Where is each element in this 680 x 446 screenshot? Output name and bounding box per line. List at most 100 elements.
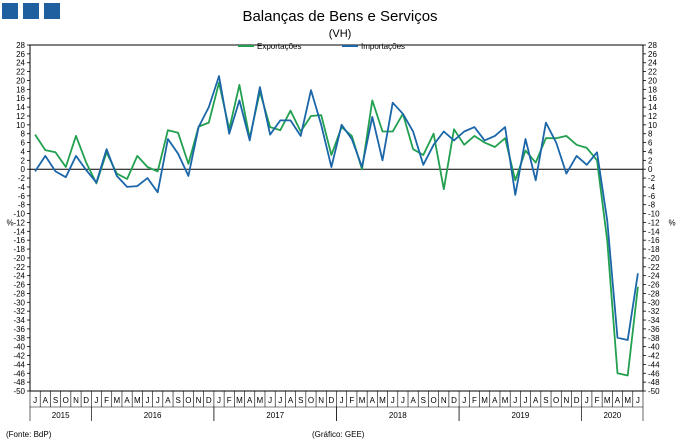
y-tick-label-left: -48	[13, 378, 25, 387]
y-tick-label-left: -28	[13, 289, 25, 298]
y-tick-label-right: -14	[648, 227, 660, 236]
x-month-label: D	[329, 396, 335, 405]
x-month-label: S	[175, 396, 180, 405]
x-month-label: J	[391, 396, 395, 405]
x-month-label: A	[615, 396, 621, 405]
y-tick-label-right: 0	[648, 165, 653, 174]
x-month-label: M	[604, 396, 611, 405]
x-month-label: M	[114, 396, 121, 405]
x-month-label: S	[543, 396, 548, 405]
y-tick-label-right: -40	[648, 343, 660, 352]
x-month-label: J	[33, 396, 37, 405]
y-tick-label-left: 0	[21, 165, 26, 174]
x-month-label: A	[247, 396, 253, 405]
y-tick-label-left: -20	[13, 254, 25, 263]
y-tick-label-left: 16	[16, 94, 25, 103]
x-month-label: F	[472, 396, 477, 405]
y-tick-label-right: -32	[648, 307, 660, 316]
x-month-label: A	[410, 396, 416, 405]
x-month-label: J	[268, 396, 272, 405]
y-tick-label-right: -10	[648, 210, 660, 219]
x-month-label: A	[124, 396, 130, 405]
y-tick-label-left: -42	[13, 352, 25, 361]
x-month-label: J	[340, 396, 344, 405]
x-month-label: J	[462, 396, 466, 405]
x-month-label: M	[624, 396, 631, 405]
chart-title: Balanças de Bens e Serviços	[242, 8, 438, 25]
y-tick-label-left: -4	[18, 183, 26, 192]
y-tick-label-right: -50	[648, 387, 660, 396]
x-month-label: J	[636, 396, 640, 405]
y-tick-label-right: -18	[648, 245, 660, 254]
y-tick-label-right: 12	[648, 112, 657, 121]
chart-credit: (Gráfico: GEE)	[312, 430, 365, 439]
y-tick-label-right: -2	[648, 174, 656, 183]
y-tick-label-left: -32	[13, 307, 25, 316]
logo-block-2	[23, 3, 39, 19]
x-month-label: N	[196, 396, 202, 405]
y-tick-label-left: -12	[13, 218, 25, 227]
y-tick-label-right: 22	[648, 68, 657, 77]
y-tick-label-left: 8	[21, 130, 26, 139]
y-axis-label-right: %	[668, 218, 675, 227]
x-month-label: J	[401, 396, 405, 405]
x-year-label: 2017	[266, 411, 284, 420]
y-tick-label-left: 26	[16, 50, 25, 59]
x-month-label: A	[165, 396, 171, 405]
x-month-label: J	[145, 396, 149, 405]
y-tick-label-right: -24	[648, 272, 660, 281]
x-month-label: M	[359, 396, 366, 405]
y-tick-label-right: -30	[648, 298, 660, 307]
x-month-label: M	[502, 396, 509, 405]
y-tick-label-right: 28	[648, 41, 657, 50]
x-month-label: D	[83, 396, 89, 405]
x-month-label: S	[53, 396, 58, 405]
source-note: (Fonte: BdP)	[6, 430, 52, 439]
y-tick-label-left: -50	[13, 387, 25, 396]
y-tick-label-right: -6	[648, 192, 656, 201]
y-tick-label-right: 16	[648, 94, 657, 103]
y-tick-label-left: -38	[13, 334, 25, 343]
y-tick-label-right: -20	[648, 254, 660, 263]
y-tick-label-left: 4	[21, 147, 26, 156]
y-tick-label-right: -28	[648, 289, 660, 298]
y-tick-label-left: -16	[13, 236, 25, 245]
y-tick-label-left: -46	[13, 369, 25, 378]
y-tick-label-left: -10	[13, 210, 25, 219]
x-year-label: 2020	[603, 411, 621, 420]
y-tick-label-left: -40	[13, 343, 25, 352]
y-tick-label-left: 22	[16, 68, 25, 77]
x-year-label: 2019	[512, 411, 530, 420]
x-month-label: J	[94, 396, 98, 405]
y-tick-label-right: 18	[648, 85, 657, 94]
legend-importacoes-label: Importações	[361, 42, 405, 51]
y-tick-label-right: -8	[648, 201, 656, 210]
y-tick-label-right: 24	[648, 59, 657, 68]
y-tick-label-left: -22	[13, 263, 25, 272]
y-tick-label-left: 24	[16, 59, 25, 68]
x-month-label: O	[430, 396, 436, 405]
x-year-label: 2018	[389, 411, 407, 420]
y-tick-label-right: 6	[648, 139, 653, 148]
y-tick-label-left: -14	[13, 227, 25, 236]
y-tick-label-left: 12	[16, 112, 25, 121]
x-month-label: A	[370, 396, 376, 405]
y-tick-label-right: 4	[648, 147, 653, 156]
x-month-label: M	[379, 396, 386, 405]
chart-subtitle: (VH)	[328, 28, 352, 40]
x-year-label: 2015	[52, 411, 70, 420]
x-month-label: D	[451, 396, 457, 405]
plot-frame	[29, 44, 644, 392]
logo-block-3	[44, 3, 60, 19]
x-month-label: M	[134, 396, 141, 405]
x-month-label: J	[217, 396, 221, 405]
y-tick-label-right: 14	[648, 103, 657, 112]
y-tick-label-left: -18	[13, 245, 25, 254]
x-month-label: J	[156, 396, 160, 405]
legend-exportacoes-label: Exportações	[257, 42, 301, 51]
y-tick-label-right: -4	[648, 183, 656, 192]
logo-block-1	[2, 3, 18, 19]
x-year-label: 2016	[144, 411, 162, 420]
y-tick-label-left: 10	[16, 121, 25, 130]
